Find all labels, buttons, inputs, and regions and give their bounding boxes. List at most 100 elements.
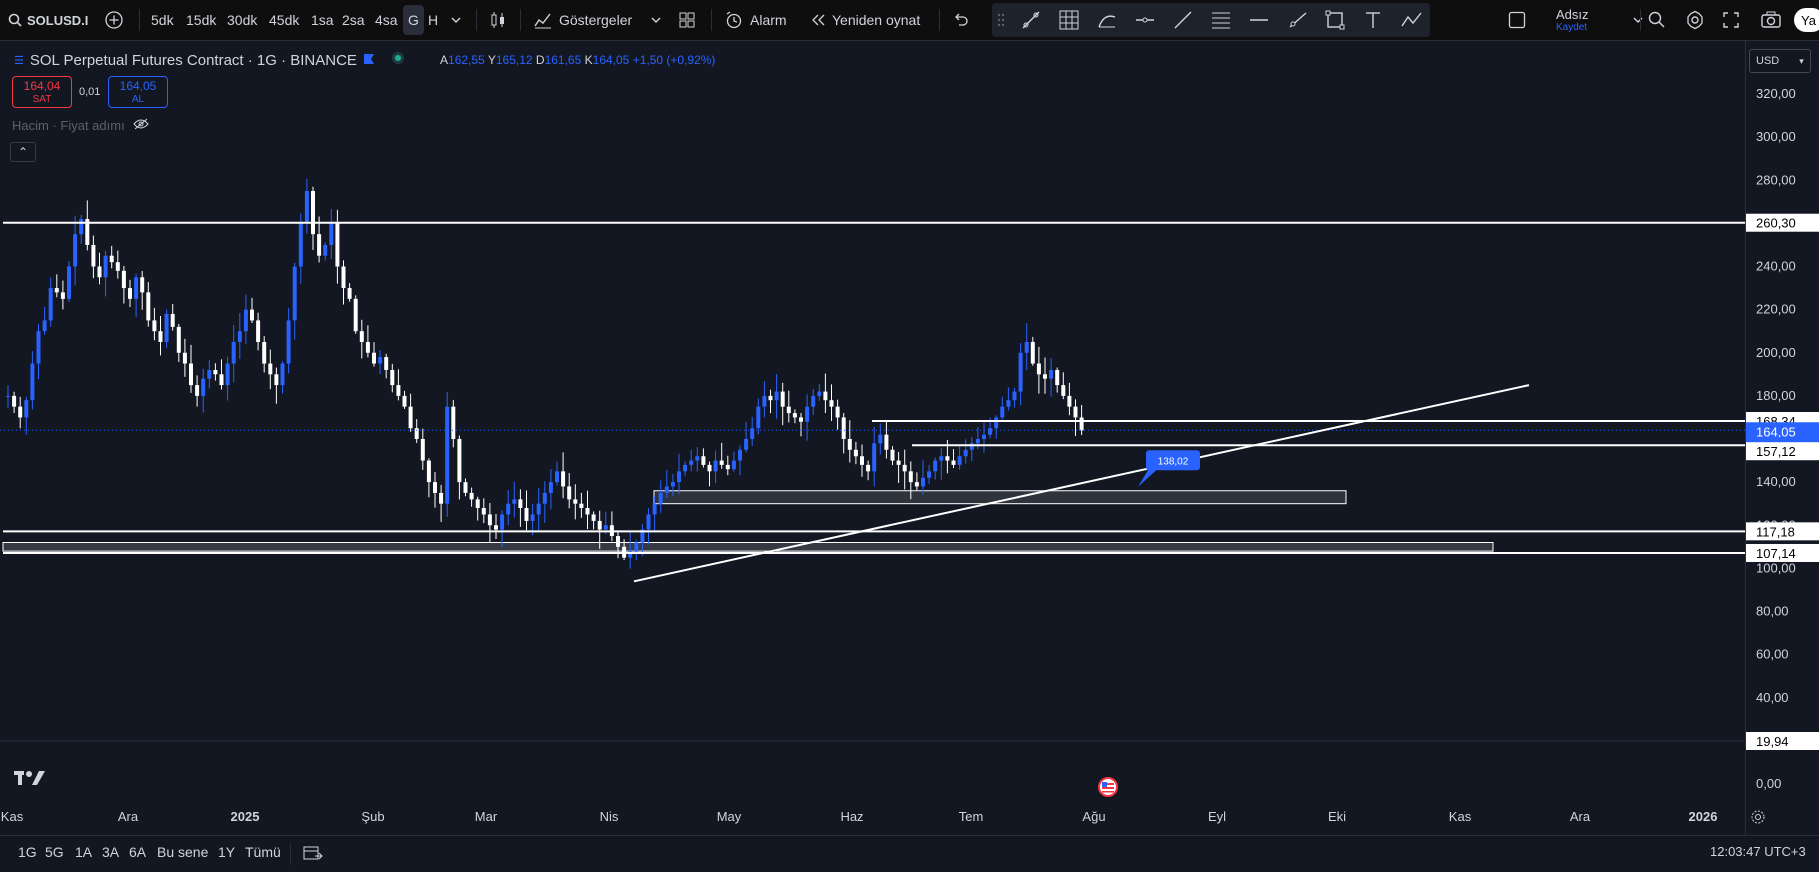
sell-button[interactable]: 164,04 SAT <box>12 76 72 108</box>
divider <box>476 9 477 31</box>
candle-body <box>451 406 456 439</box>
candle-body <box>359 331 364 342</box>
candle-body <box>713 460 718 472</box>
range-5g[interactable]: 5G <box>45 844 64 860</box>
candle-body <box>91 244 96 267</box>
collapse-legend-button[interactable]: ⌃ <box>10 142 36 162</box>
candle-body <box>908 471 913 483</box>
draw-tool-text[interactable] <box>1362 0 1384 40</box>
candle-body <box>530 514 535 521</box>
time-label: Eyl <box>1208 809 1226 824</box>
draw-tool-path[interactable] <box>1400 0 1424 40</box>
add-symbol-button[interactable] <box>104 0 124 40</box>
candle-body <box>1055 370 1060 386</box>
candle-body <box>170 313 175 327</box>
eye-hidden-icon[interactable] <box>133 118 149 133</box>
range-1a[interactable]: 1A <box>75 844 93 860</box>
time-label: Nis <box>600 809 619 824</box>
price-chart[interactable]: 138,02 Kas Ara 2025 Şub Mar Nis May Haz Tem Ağu Ey… <box>0 41 1745 836</box>
candle-body <box>250 309 254 321</box>
time-label: Tem <box>959 809 984 824</box>
date-range-button[interactable] <box>303 844 323 865</box>
draw-tool-rectangle[interactable] <box>1324 0 1346 40</box>
candle-body <box>518 499 523 508</box>
trade-button[interactable]: Ya <box>1794 8 1819 32</box>
flag-icon <box>363 52 375 69</box>
axis-settings-button[interactable] <box>1750 809 1766 830</box>
interval-5dk[interactable]: 5dk <box>151 12 174 28</box>
layout-checkbox[interactable] <box>1508 0 1526 40</box>
symbol-legend[interactable]: ☰ SOL Perpetual Futures Contract · 1G · … <box>14 51 405 69</box>
candle-body <box>524 508 529 521</box>
alarm-button[interactable]: Alarm <box>724 0 787 40</box>
draw-tool-fib[interactable] <box>1210 0 1232 40</box>
interval-15dk[interactable]: 15dk <box>186 12 217 28</box>
drag-handle[interactable] <box>996 0 1006 40</box>
layout-name: Adsız <box>1556 7 1589 22</box>
candle-body <box>445 406 450 504</box>
range-this-year[interactable]: Bu sene <box>157 844 209 860</box>
layouts-button[interactable] <box>678 0 696 40</box>
volume-legend[interactable]: Hacim · Fiyat adımı <box>12 118 149 133</box>
time-label: Kas <box>1449 809 1472 824</box>
range-1g[interactable]: 1G <box>18 844 37 860</box>
interval-h[interactable]: H <box>428 12 439 28</box>
interval-g[interactable]: G <box>403 5 424 35</box>
draw-tool-grid[interactable] <box>1058 0 1080 40</box>
undo-button[interactable] <box>952 0 970 40</box>
draw-tool-curve[interactable] <box>1096 0 1118 40</box>
candle-body <box>378 357 383 364</box>
candle-body <box>304 191 309 224</box>
draw-tool-brush[interactable] <box>1020 0 1042 40</box>
range-3a[interactable]: 3A <box>102 844 120 860</box>
interval-30dk[interactable]: 30dk <box>227 12 258 28</box>
draw-tool-horizontal-ray[interactable] <box>1134 0 1156 40</box>
drag-dots-icon <box>996 12 1006 28</box>
range-all[interactable]: Tümü <box>245 844 281 860</box>
range-1y[interactable]: 1Y <box>218 844 236 860</box>
fullscreen-button[interactable] <box>1722 0 1740 40</box>
draw-tool-ray[interactable] <box>1286 0 1308 40</box>
candle-body <box>274 374 279 386</box>
us-flag-event-icon[interactable] <box>1097 776 1119 803</box>
currency-selector[interactable]: USD ▾ <box>1749 49 1811 73</box>
candle-body <box>97 266 102 278</box>
price-label-box <box>1746 422 1819 441</box>
hamburger-icon: ☰ <box>14 54 24 67</box>
volume-label: Hacim · Fiyat adımı <box>12 118 125 133</box>
indicators-dropdown[interactable] <box>650 0 662 40</box>
chart-type-button[interactable] <box>488 0 508 40</box>
snapshot-button[interactable] <box>1760 0 1782 40</box>
replay-button[interactable]: Yeniden oynat <box>810 0 920 40</box>
trendline <box>633 384 1530 583</box>
candle-body <box>744 439 749 450</box>
candle-body <box>390 370 395 386</box>
quick-search-button[interactable] <box>1647 0 1667 40</box>
interval-dropdown[interactable] <box>450 0 462 40</box>
indicators-button[interactable]: Göstergeler <box>533 0 632 40</box>
draw-tool-hline[interactable] <box>1248 0 1270 40</box>
layout-name-block[interactable]: Adsız Kaydet <box>1556 8 1589 34</box>
candle-body <box>579 503 584 508</box>
draw-tool-trendline[interactable] <box>1172 0 1194 40</box>
drawing-toolbar <box>992 3 1430 37</box>
interval-45dk[interactable]: 45dk <box>269 12 300 28</box>
interval-1sa[interactable]: 1sa <box>311 12 334 28</box>
price-tick: 180,00 <box>1756 388 1796 403</box>
grid-icon <box>678 11 696 29</box>
buy-price: 164,05 <box>119 79 157 93</box>
range-6a[interactable]: 6A <box>129 844 147 860</box>
candle-body <box>860 456 864 465</box>
interval-4sa[interactable]: 4sa <box>375 12 398 28</box>
price-label-text: 19,94 <box>1756 734 1789 749</box>
price-tick: 0,00 <box>1756 776 1781 791</box>
symbol-search[interactable]: SOLUSD.I <box>8 0 88 40</box>
zoom-search-icon <box>1647 10 1667 30</box>
chart-pane[interactable]: 138,02 Kas Ara 2025 Şub Mar Nis May Haz Tem Ağu Ey… <box>0 41 1745 866</box>
price-axis[interactable]: 320,00300,00280,00260,00240,00220,00200,… <box>1745 41 1819 866</box>
candle-body <box>439 492 444 504</box>
interval-2sa[interactable]: 2sa <box>342 12 365 28</box>
settings-button[interactable] <box>1685 0 1705 40</box>
buy-button[interactable]: 164,05 AL <box>108 76 168 108</box>
layout-dropdown[interactable] <box>1632 0 1644 40</box>
